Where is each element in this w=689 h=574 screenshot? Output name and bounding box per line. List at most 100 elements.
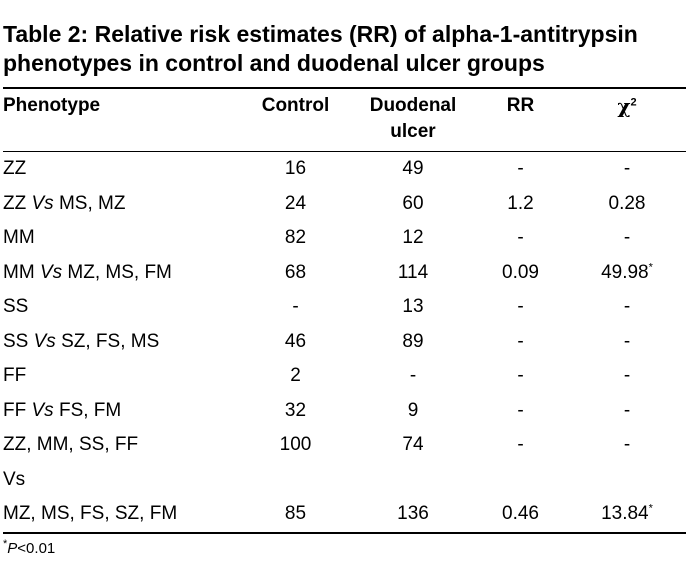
cell-chi2: - [623, 158, 631, 180]
table-row: ZZ, MM, SS, FF 100 74 - - [3, 428, 686, 463]
cell-rr: - [517, 330, 524, 352]
header-row: Phenotype Control Duodenal ulcer RR χ2 [3, 89, 686, 152]
cell-phenotype: ZZ Vs MS, MZ [3, 187, 238, 222]
cell-duodenal: 12 [402, 227, 424, 249]
table-row: MZ, MS, FS, SZ, FM 85 136 0.46 13.84* [3, 497, 686, 532]
phenotype-text: MM [3, 227, 35, 249]
cell-control: 16 [284, 158, 307, 180]
cell-duodenal: 74 [402, 434, 424, 456]
header-phenotype: Phenotype [3, 89, 238, 152]
header-chi-square: χ2 [568, 89, 686, 152]
cell-rr: - [517, 399, 524, 421]
phenotype-text: Vs [3, 468, 26, 490]
phenotype-text: FF [3, 399, 32, 421]
cell-phenotype: FF [3, 359, 238, 394]
cell-duodenal: 49 [402, 158, 424, 180]
cell-phenotype: SS [3, 290, 238, 325]
cell-chi2: 49.98* [601, 261, 653, 283]
table-title-line2: phenotypes in control and duodenal ulcer… [3, 50, 545, 76]
footnote-star: * [3, 537, 8, 550]
cell-chi2: 0.28 [608, 192, 646, 214]
cell-duodenal: 136 [397, 503, 429, 525]
table-body: ZZ 16 49- - ZZ Vs MS, MZ 24 60 1.2 0.28 MM 82 12- - M… [3, 152, 686, 532]
cell-chi2: - [623, 296, 631, 318]
cell-control: 68 [284, 261, 307, 283]
phenotype-text-after: MZ, MS, FM [62, 261, 172, 283]
footnote-p: P [7, 539, 18, 557]
cell-phenotype: Vs [3, 463, 238, 498]
table-row: Vs [3, 463, 686, 498]
cell-chi2 [568, 463, 686, 498]
cell-rr: - [517, 296, 524, 318]
phenotype-text: SS [3, 330, 34, 352]
cell-control: 46 [284, 330, 307, 352]
cell-rr: - [517, 227, 524, 249]
cell-control: 2 [290, 365, 301, 387]
cell-control: 32 [284, 399, 307, 421]
cell-chi2: - [623, 365, 631, 387]
table-row: MM 82 12 - - [3, 221, 686, 256]
cell-control: - [292, 296, 299, 318]
header-control: Control [238, 89, 353, 152]
phenotype-vs: Vs [31, 192, 54, 214]
phenotype-text: MZ, MS, FS, SZ, FM [3, 503, 178, 525]
cell-control: 85 [284, 503, 307, 525]
phenotype-text-after: FS, FM [53, 399, 122, 421]
significance-marker: * [648, 261, 653, 274]
table-row: ZZ Vs MS, MZ 24 60 1.2 0.28 [3, 187, 686, 222]
phenotype-text: FF [3, 365, 27, 387]
phenotype-text: MM [3, 261, 40, 283]
table-row: FF Vs FS, FM 32 9 - - [3, 394, 686, 429]
cell-phenotype: MM Vs MZ, MS, FM [3, 256, 238, 291]
phenotype-vs: Vs [31, 399, 54, 421]
cell-phenotype: MM [3, 221, 238, 256]
cell-chi2: - [623, 227, 631, 249]
table-row: FF 2 - - - [3, 359, 686, 394]
significance-marker: * [648, 502, 653, 515]
table-header: Phenotype Control Duodenal ulcer RR χ2 [3, 89, 686, 152]
cell-chi2: 13.84* [601, 502, 653, 525]
phenotype-vs: Vs [39, 261, 63, 283]
phenotype-text: ZZ [3, 192, 32, 214]
table-title: Table 2: Relative risk estimates (RR) of… [3, 0, 686, 78]
cell-duodenal: 13 [402, 296, 424, 318]
chi-symbol: χ [617, 94, 631, 118]
cell-duodenal: - [409, 365, 417, 387]
cell-duodenal [353, 463, 473, 498]
cell-chi2: - [623, 399, 631, 421]
cell-duodenal: 114 [397, 261, 429, 283]
risk-table: Phenotype Control Duodenal ulcer RR χ2 Z… [3, 89, 686, 532]
table-row: MM Vs MZ, MS, FM 68 114 0.09 49.98* [3, 256, 686, 291]
cell-rr: - [517, 365, 524, 387]
cell-duodenal: 89 [402, 330, 424, 352]
footnote-text: <0.01 [17, 539, 56, 557]
cell-phenotype: ZZ, MM, SS, FF [3, 428, 238, 463]
phenotype-text: ZZ [3, 158, 27, 180]
phenotype-text: ZZ, MM, SS, FF [3, 434, 139, 456]
table-row: ZZ 16 49 - - [3, 152, 686, 187]
phenotype-text-after: SZ, FS, MS [55, 330, 160, 352]
header-duodenal-line2: ulcer [390, 121, 436, 142]
phenotype-text: SS [3, 296, 29, 318]
cell-phenotype: FF Vs FS, FM [3, 394, 238, 429]
phenotype-text-after: MS, MZ [53, 192, 126, 214]
cell-rr: - [517, 434, 524, 456]
footnote: *P<0.01 [3, 537, 686, 557]
top-rule [3, 87, 686, 89]
cell-rr: 0.09 [502, 261, 539, 283]
phenotype-vs: Vs [33, 330, 56, 352]
cell-rr: 0.46 [502, 503, 539, 525]
cell-duodenal: 9 [407, 399, 419, 421]
bottom-rule [3, 531, 686, 534]
cell-rr: - [517, 158, 524, 180]
cell-chi2: - [623, 330, 631, 352]
header-duodenal-ulcer: Duodenal ulcer [353, 89, 473, 152]
table-title-line1: Table 2: Relative risk estimates (RR) of… [3, 21, 638, 47]
header-duodenal-line1: Duodenal [369, 95, 457, 116]
cell-control [238, 463, 353, 498]
header-rr: RR [473, 89, 568, 152]
cell-rr: 1.2 [507, 192, 534, 214]
cell-duodenal: 60 [402, 192, 424, 214]
chi-superscript: 2 [630, 96, 637, 109]
